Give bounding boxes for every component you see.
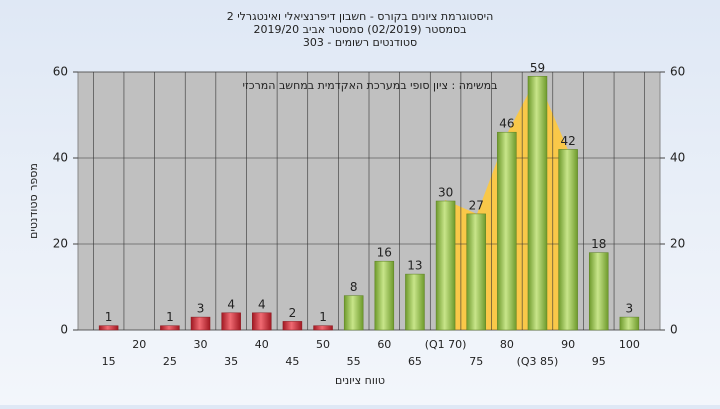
bar	[282, 321, 303, 331]
data-label: 3	[626, 302, 634, 316]
data-label: 4	[227, 297, 235, 311]
bar	[497, 131, 517, 331]
x-tick-label: 30	[194, 338, 208, 351]
data-label: 2	[289, 306, 297, 320]
data-label: 8	[350, 280, 358, 294]
x-tick-label: 55	[347, 355, 361, 368]
x-tick-label: 100	[619, 338, 640, 351]
x-tick-label: 75	[469, 355, 483, 368]
bar	[588, 252, 609, 331]
x-axis-label: טווח ציונים	[335, 374, 385, 387]
chart-title: היסטוגרמת ציונים בקורס - חשבון דיפרנציאל…	[227, 10, 494, 23]
annotation: במשימה : ציון סופי במערכת האקדמית במחשב …	[243, 79, 498, 92]
y2-tick-label: 0	[670, 323, 678, 337]
y2-tick-label: 20	[670, 237, 685, 251]
x-tick-label: 15	[102, 355, 116, 368]
y-tick-label: 0	[60, 323, 68, 337]
bar	[435, 200, 456, 331]
data-label: 13	[407, 259, 422, 273]
y2-tick-label: 40	[670, 151, 685, 165]
y-tick-label: 40	[53, 151, 68, 165]
y-axis-label: מספר סטודנטים	[27, 163, 40, 239]
bar	[405, 273, 425, 331]
subtitle: סטודנטים רשומים - 303	[303, 36, 417, 49]
bar	[343, 295, 364, 331]
x-tick-label: 20	[132, 338, 146, 351]
x-tick-label: 25	[163, 355, 177, 368]
bar	[527, 76, 548, 331]
bar	[466, 213, 486, 331]
x-tick-label: 95	[592, 355, 606, 368]
bar	[252, 312, 272, 331]
bar	[558, 149, 578, 331]
bar	[619, 316, 640, 331]
x-tick-label: 65	[408, 355, 422, 368]
x-tick-label: 40	[255, 338, 269, 351]
bar	[160, 325, 180, 331]
bar	[98, 325, 119, 331]
x-tick-label: 80	[500, 338, 514, 351]
bar	[190, 316, 211, 331]
subtitle: בסמסטר (02/2019) סמסטר אביב 2019/20	[253, 23, 466, 36]
y-tick-label: 60	[53, 65, 68, 79]
data-label: 3	[197, 302, 205, 316]
bar	[221, 312, 241, 331]
data-label: 59	[530, 61, 545, 75]
data-label: 30	[438, 186, 453, 200]
x-tick-label: (Q1 70)	[425, 338, 467, 351]
data-label: 18	[591, 237, 606, 251]
x-tick-label: 50	[316, 338, 330, 351]
data-label: 1	[105, 310, 113, 324]
data-label: 46	[499, 117, 514, 131]
bar	[313, 325, 333, 331]
data-label: 1	[319, 310, 327, 324]
data-label: 16	[377, 246, 392, 260]
x-tick-label: (Q3 85)	[517, 355, 559, 368]
x-tick-label: 90	[561, 338, 575, 351]
data-label: 4	[258, 297, 266, 311]
data-label: 42	[560, 134, 575, 148]
data-label: 1	[166, 310, 174, 324]
x-tick-label: 45	[285, 355, 299, 368]
x-tick-label: 60	[377, 338, 391, 351]
y2-tick-label: 60	[670, 65, 685, 79]
data-label: 27	[469, 198, 484, 212]
x-tick-label: 35	[224, 355, 238, 368]
bar	[374, 260, 395, 331]
y-tick-label: 20	[53, 237, 68, 251]
